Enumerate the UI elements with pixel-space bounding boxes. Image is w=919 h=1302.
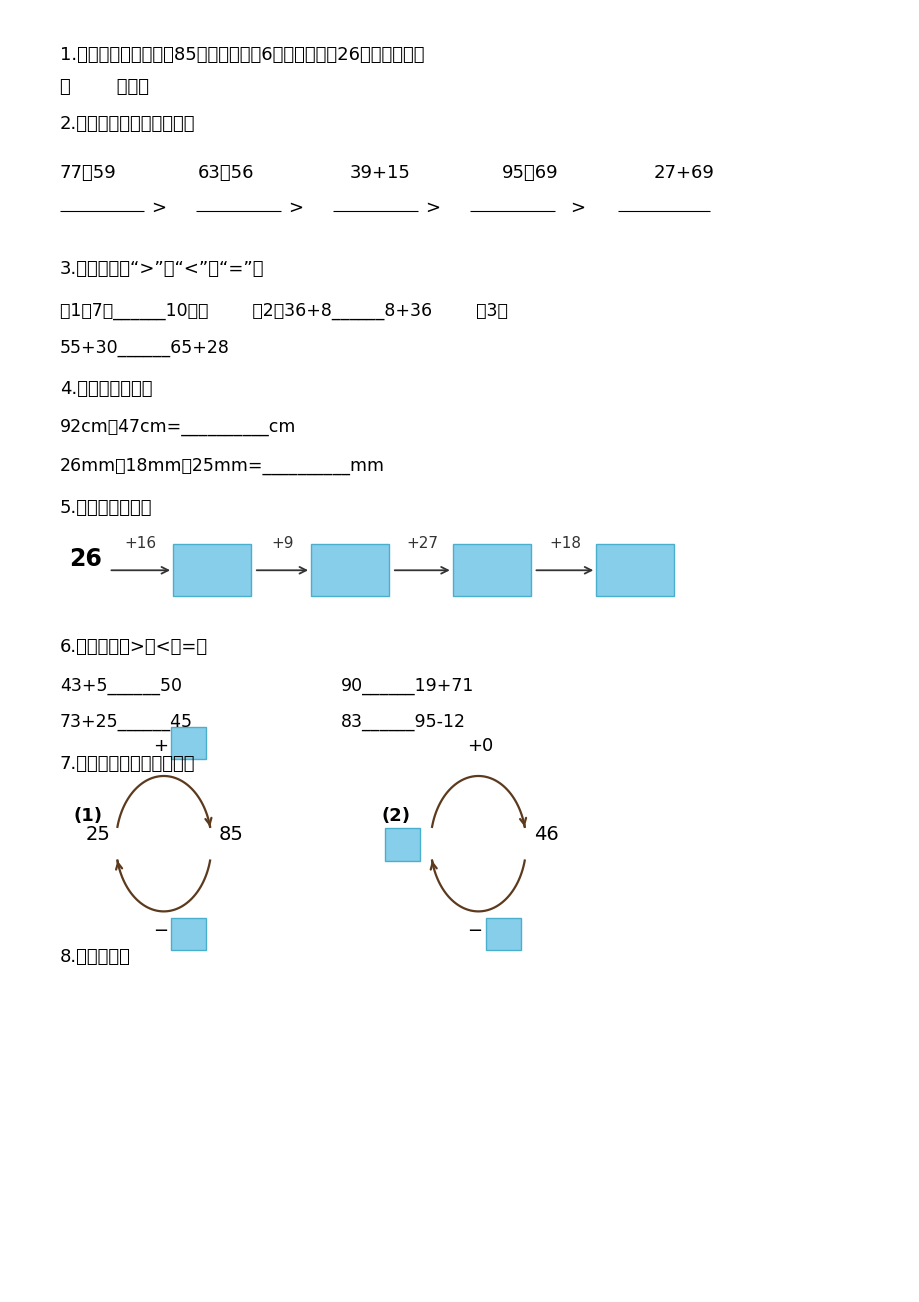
Text: 7.逆向题（从上到下填）。: 7.逆向题（从上到下填）。 <box>60 755 195 773</box>
Text: 77－59: 77－59 <box>60 164 117 182</box>
FancyBboxPatch shape <box>171 727 206 759</box>
Text: −: − <box>467 922 482 940</box>
Text: >: > <box>288 199 302 217</box>
Text: 25: 25 <box>85 825 110 845</box>
Text: 3.在横线上填“>”、“<”或“=”。: 3.在横线上填“>”、“<”或“=”。 <box>60 260 264 279</box>
Text: (2): (2) <box>381 807 411 825</box>
Text: 92cm－47cm=__________cm: 92cm－47cm=__________cm <box>60 418 296 436</box>
Text: 27+69: 27+69 <box>652 164 713 182</box>
Text: −: − <box>153 922 167 940</box>
Text: 6.在横线上填>、<或=。: 6.在横线上填>、<或=。 <box>60 638 208 656</box>
Text: 1.学校图书馆有科技杖85本，上午借出6本，下午借出26本，一天借出: 1.学校图书馆有科技杖85本，上午借出6本，下午借出26本，一天借出 <box>60 46 424 64</box>
Text: >: > <box>425 199 439 217</box>
FancyBboxPatch shape <box>452 544 530 596</box>
Text: +9: +9 <box>271 536 293 552</box>
Text: +18: +18 <box>549 536 580 552</box>
Text: 73+25______45: 73+25______45 <box>60 713 193 732</box>
Text: 39+15: 39+15 <box>349 164 410 182</box>
FancyBboxPatch shape <box>596 544 674 596</box>
Text: 55+30______65+28: 55+30______65+28 <box>60 339 230 357</box>
Text: 5.填上合适的数。: 5.填上合适的数。 <box>60 499 153 517</box>
Text: （        ）本。: （ ）本。 <box>60 78 149 96</box>
Text: +16: +16 <box>125 536 156 552</box>
FancyBboxPatch shape <box>173 544 251 596</box>
Text: +: + <box>153 737 167 755</box>
Text: >: > <box>151 199 165 217</box>
Text: >: > <box>570 199 584 217</box>
Text: 4.填上适当的数。: 4.填上适当的数。 <box>60 380 153 398</box>
Text: 2.按从大到小的顺序排列。: 2.按从大到小的顺序排列。 <box>60 115 195 133</box>
FancyBboxPatch shape <box>384 828 419 861</box>
Text: +0: +0 <box>467 737 494 755</box>
FancyBboxPatch shape <box>485 918 520 950</box>
FancyBboxPatch shape <box>171 918 206 950</box>
Text: +27: +27 <box>406 536 437 552</box>
Text: 83______95-12: 83______95-12 <box>340 713 465 732</box>
Text: 26mm＋18mm－25mm=__________mm: 26mm＋18mm－25mm=__________mm <box>60 457 384 475</box>
Text: （1）7米______10厘米        （2）36+8______8+36        （3）: （1）7米______10厘米 （2）36+8______8+36 （3） <box>60 302 507 320</box>
Text: 95－69: 95－69 <box>501 164 558 182</box>
Text: 8.看图回答。: 8.看图回答。 <box>60 948 130 966</box>
Text: 26: 26 <box>69 547 102 570</box>
Text: 43+5______50: 43+5______50 <box>60 677 182 695</box>
Text: (1): (1) <box>74 807 103 825</box>
FancyBboxPatch shape <box>311 544 389 596</box>
Text: 90______19+71: 90______19+71 <box>340 677 473 695</box>
Text: 63－56: 63－56 <box>198 164 254 182</box>
Text: 46: 46 <box>533 825 558 845</box>
Text: 85: 85 <box>219 825 244 845</box>
